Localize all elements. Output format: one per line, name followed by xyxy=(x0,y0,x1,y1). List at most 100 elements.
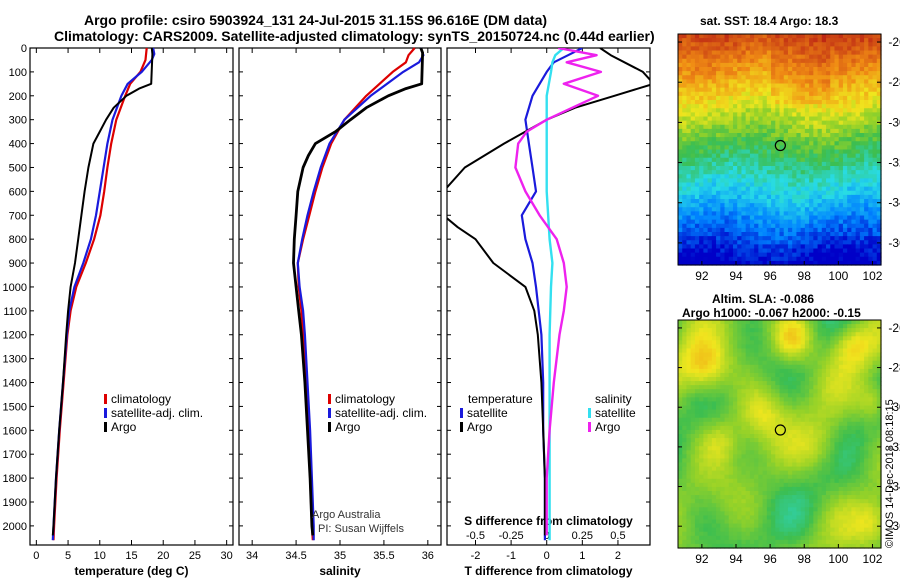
sdiff-legend-satellite-label: satellite xyxy=(595,406,636,420)
sdiff-tick-label: -0.25 xyxy=(499,530,524,542)
temperature-panel: 0100200300400500600700800900100011001200… xyxy=(3,43,234,578)
pi-credit: PI: Susan Wijffels xyxy=(318,523,404,535)
sal-legend-argo-label: Argo xyxy=(335,420,361,434)
sst-map-lat-label: -36 xyxy=(888,236,900,250)
temp-legend-argo-swatch xyxy=(104,422,107,432)
temperature-xtick-label: 25 xyxy=(189,550,201,562)
temperature-xtick-label: 5 xyxy=(65,550,71,562)
sst-map-lat-label: -26 xyxy=(888,35,900,49)
sal-legend-climatology-swatch xyxy=(328,394,331,404)
figure-title-line2: Climatology: CARS2009. Satellite-adjuste… xyxy=(54,28,655,44)
depth-tick-label: 1500 xyxy=(3,401,27,413)
salinity-xtick-label: 34 xyxy=(246,550,258,562)
depth-tick-label: 900 xyxy=(9,258,27,270)
difference-xtick-label: -2 xyxy=(471,550,481,562)
temperature-xtick-label: 0 xyxy=(33,550,39,562)
temperature-frame xyxy=(29,47,234,546)
sdiff-tick-label: 0.25 xyxy=(572,530,593,542)
depth-tick-label: 1000 xyxy=(3,282,27,294)
temp-legend-climatology-swatch xyxy=(104,394,107,404)
sla-map-lon-label: 100 xyxy=(828,552,848,566)
depth-tick-label: 0 xyxy=(21,43,27,55)
sla-map-lat-label: -36 xyxy=(888,519,900,533)
sdiff-satellite-line xyxy=(545,48,565,541)
depth-tick-label: 500 xyxy=(9,162,27,174)
difference-xtick-label: 2 xyxy=(615,550,621,562)
temperature-xtick-label: 15 xyxy=(125,550,137,562)
sla-map-lon-label: 96 xyxy=(763,552,777,566)
sdiff-tick-label: 0.5 xyxy=(610,530,625,542)
diff-lines xyxy=(447,48,650,541)
sal-argo-line xyxy=(292,47,425,536)
sla-map-lat-label: -30 xyxy=(888,400,900,414)
depth-tick-label: 2000 xyxy=(3,521,27,533)
depth-tick-label: 1400 xyxy=(3,378,27,390)
sdiff-tick-label: 0 xyxy=(544,530,550,542)
sst-map-lon-label: 96 xyxy=(763,269,777,283)
temp-legend-climatology-label: climatology xyxy=(111,392,171,406)
sal-legend-argo-swatch xyxy=(328,422,331,432)
sal-satellite-line xyxy=(296,47,425,541)
depth-tick-label: 800 xyxy=(9,234,27,246)
depth-tick-label: 1900 xyxy=(3,497,27,509)
sst-map: -26 -28 -30 -32 -34 -36 92 94 96 98 100 102 xyxy=(677,33,900,283)
temp-legend-satellite-swatch xyxy=(104,408,107,418)
depth-tick-label: 1100 xyxy=(3,306,27,318)
depth-tick-label: 1200 xyxy=(3,330,27,342)
sdiff-legend-argo-swatch xyxy=(588,422,591,432)
sst-map-title: sat. SST: 18.4 Argo: 18.3 xyxy=(700,14,839,28)
difference-frame xyxy=(446,47,651,546)
salinity-xtick-label: 35 xyxy=(334,550,346,562)
tdiff-legend-argo-label: Argo xyxy=(467,420,493,434)
sst-map-frame xyxy=(677,33,882,266)
sla-map: -26 -28 -30 -32 -34 -36 92 94 96 98 100 102 xyxy=(677,319,900,566)
tdiff-legend-satellite-label: satellite xyxy=(467,406,508,420)
depth-tick-label: 200 xyxy=(9,91,27,103)
sst-map-lon-label: 92 xyxy=(695,269,709,283)
salinity-xtick-label: 36 xyxy=(422,550,434,562)
temp-legend-argo-label: Argo xyxy=(111,420,137,434)
depth-tick-label: 1700 xyxy=(3,449,27,461)
tdiff-argo-line xyxy=(447,48,650,536)
sdiff-legend-argo-label: Argo xyxy=(595,420,621,434)
sla-map-lat-label: -32 xyxy=(888,440,900,454)
sla-map-lat-label: -28 xyxy=(888,361,900,375)
depth-tick-label: 700 xyxy=(9,210,27,222)
sdiff-tick-label: -0.5 xyxy=(466,530,485,542)
sla-map-title2: Argo h1000: -0.067 h2000: -0.15 xyxy=(682,306,861,320)
sst-map-lon-label: 98 xyxy=(798,269,812,283)
salinity-xtick-label: 34.5 xyxy=(285,550,306,562)
depth-tick-label: 1600 xyxy=(3,425,27,437)
depth-tick-label: 600 xyxy=(9,186,27,198)
salinity-xtick-label: 35.5 xyxy=(373,550,394,562)
sst-map-lon-label: 102 xyxy=(862,269,882,283)
temp-satellite-line xyxy=(51,47,156,541)
sdiff-argo-line xyxy=(514,48,603,536)
sla-map-title1: Altim. SLA: -0.086 xyxy=(712,292,815,306)
temp-argo-line xyxy=(51,47,154,536)
tdiff-legend-satellite-swatch xyxy=(460,408,463,418)
sst-map-lat-label: -34 xyxy=(888,196,900,210)
difference-xtick-label: 0 xyxy=(544,550,550,562)
sla-map-lat-label: -34 xyxy=(888,480,900,494)
temperature-xtick-label: 10 xyxy=(94,550,106,562)
sst-map-lat-label: -30 xyxy=(888,115,900,129)
tdiff-legend-argo-swatch xyxy=(460,422,463,432)
temp-climatology-line xyxy=(52,47,148,541)
depth-tick-label: 400 xyxy=(9,139,27,151)
sst-map-lat-label: -28 xyxy=(888,75,900,89)
sst-map-lat-label: -32 xyxy=(888,156,900,170)
sal-legend-satellite-swatch xyxy=(328,408,331,418)
depth-tick-label: 100 xyxy=(9,67,27,79)
sst-map-lon-label: 100 xyxy=(828,269,848,283)
sal-climatology-line xyxy=(296,47,416,541)
depth-tick-label: 1300 xyxy=(3,354,27,366)
temperature-xtick-label: 20 xyxy=(157,550,169,562)
imos-credit: ©IMOS 14-Dec-2018 08:18:15 xyxy=(884,399,896,548)
difference-xtick-label: -1 xyxy=(506,550,516,562)
difference-xlabel: T difference from climatology xyxy=(464,564,632,578)
argo-float-marker xyxy=(774,139,786,152)
difference-panel: -2 -1 0 1 2 T difference from climatology -0.5… xyxy=(446,47,651,578)
sal-legend-satellite-label: satellite-adj. clim. xyxy=(335,406,427,420)
depth-tick-label: 300 xyxy=(9,115,27,127)
